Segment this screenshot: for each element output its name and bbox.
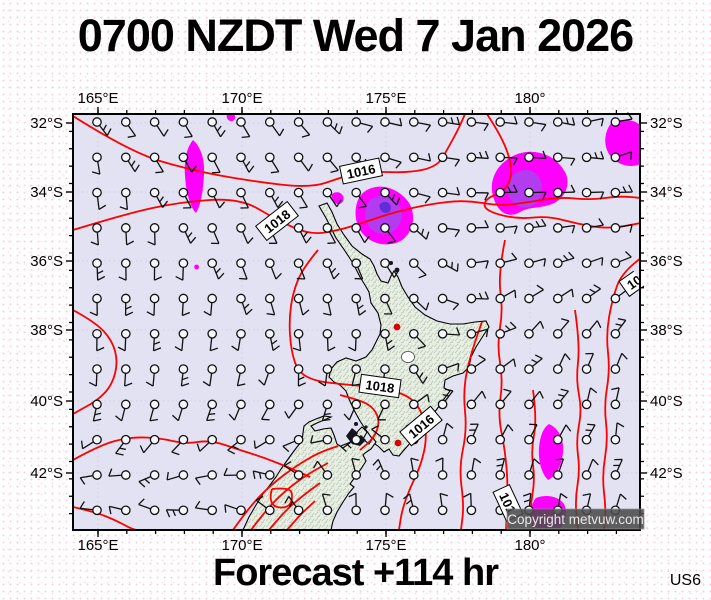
svg-text:165°E: 165°E [77, 537, 118, 554]
svg-text:1016: 1016 [345, 161, 376, 182]
forecast-hour-label: Forecast +114 hr [212, 552, 499, 594]
svg-text:38°S: 38°S [650, 322, 683, 339]
map-title: 0700 NZDT Wed 7 Jan 2026 [77, 10, 634, 61]
city-marker [394, 439, 402, 447]
axis-labels: 165°E 165°E 170°E 170°E 175°E 175°E 180° 180° 32… [30, 90, 682, 554]
svg-text:40°S: 40°S [650, 393, 683, 410]
svg-text:34°S: 34°S [30, 184, 63, 201]
svg-text:42°S: 42°S [650, 465, 683, 482]
svg-text:32°S: 32°S [650, 115, 683, 132]
svg-text:34°S: 34°S [650, 184, 683, 201]
isobars [73, 114, 640, 530]
svg-text:165°E: 165°E [77, 90, 118, 107]
svg-text:170°E: 170°E [221, 90, 262, 107]
svg-text:Copyright metvuw.com: Copyright metvuw.com [507, 512, 644, 527]
svg-text:180°: 180° [514, 90, 545, 107]
svg-text:180°: 180° [514, 537, 545, 554]
svg-text:175°E: 175°E [365, 90, 406, 107]
svg-text:40°S: 40°S [30, 393, 63, 410]
model-run-label: US6 [669, 572, 701, 589]
isobar-label: 1018 [358, 373, 402, 399]
svg-text:36°S: 36°S [30, 253, 63, 270]
lake-taupo [401, 351, 415, 363]
copyright-watermark: Copyright metvuw.com [506, 508, 645, 530]
svg-text:38°S: 38°S [30, 322, 63, 339]
svg-text:32°S: 32°S [30, 115, 63, 132]
svg-text:175°E: 175°E [365, 537, 406, 554]
svg-text:170°E: 170°E [221, 537, 262, 554]
wind-barbs [79, 112, 633, 518]
isobar-label: 1016 [338, 157, 384, 185]
svg-text:1018: 1018 [365, 377, 396, 396]
city-marker [393, 323, 401, 331]
svg-text:42°S: 42°S [30, 465, 63, 482]
svg-text:36°S: 36°S [650, 253, 683, 270]
